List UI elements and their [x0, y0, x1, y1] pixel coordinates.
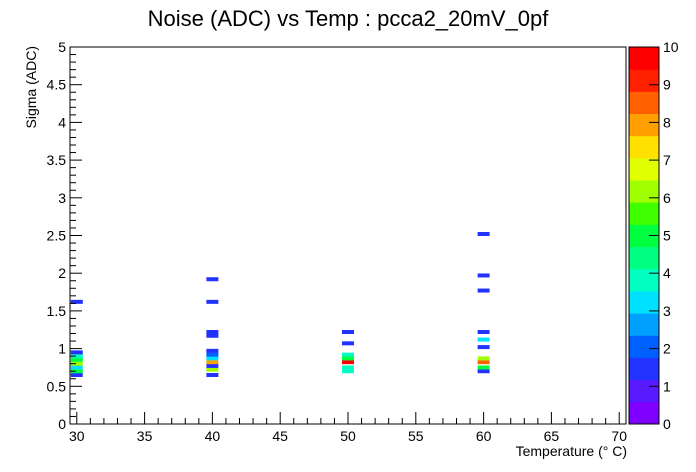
heatmap-cell — [477, 273, 490, 278]
x-tick-label: 45 — [272, 428, 288, 444]
colorbar-segment — [629, 246, 659, 270]
colorbar-tick-label: 1 — [663, 378, 671, 394]
heatmap-cell — [206, 348, 219, 353]
colorbar-segment — [629, 268, 659, 292]
colorbar-segment — [629, 135, 659, 159]
heatmap-cell — [70, 354, 83, 359]
axes: 30 35 40 45 50 55 60 65 70 0 0.5 1 1.5 2 2.5 3 3.5 4 4.5 5 — [47, 39, 628, 444]
x-tick-label: 70 — [611, 428, 627, 444]
heatmap-cell — [206, 363, 219, 368]
heatmap-cell — [206, 330, 219, 335]
heatmap-cell — [342, 369, 354, 374]
y-tick-label: 1.5 — [47, 303, 67, 319]
y-axis-label: Sigma (ADC) — [23, 46, 39, 128]
chart-title: Noise (ADC) vs Temp : pcca2_20mV_0pf — [147, 6, 549, 31]
x-tick-label: 60 — [476, 428, 492, 444]
colorbar-tick-label: 4 — [663, 265, 671, 281]
colorbar-segment — [629, 180, 659, 203]
heatmap-cell — [70, 372, 83, 377]
heatmap-cell — [70, 361, 83, 366]
y-tick-label: 1 — [58, 341, 66, 357]
heatmap-cell — [477, 288, 490, 293]
heatmap-cell — [70, 357, 83, 362]
y-tick-label: 3 — [58, 190, 66, 206]
x-tick-label: 55 — [408, 428, 424, 444]
heatmap-cell — [70, 365, 83, 370]
colorbar-segment — [629, 113, 659, 137]
heatmap-cell — [70, 299, 83, 304]
heatmap-cell — [477, 360, 490, 365]
y-tick-label: 4.5 — [47, 77, 67, 93]
colorbar-tick-label: 10 — [663, 39, 679, 55]
heatmap-cell — [342, 365, 354, 370]
colorbar-segment — [629, 313, 659, 336]
colorbar-segment — [629, 357, 659, 381]
colorbar-segment — [629, 401, 659, 425]
colorbar-tick-label: 7 — [663, 152, 671, 168]
heatmap-cell — [342, 352, 354, 357]
heatmap-cell — [206, 333, 219, 338]
heatmap-cell — [206, 277, 219, 282]
y-tick-label: 5 — [58, 39, 66, 55]
x-tick-label: 35 — [137, 428, 153, 444]
y-tick-label: 2.5 — [47, 228, 67, 244]
colorbar-segment — [629, 157, 659, 181]
heatmap-cell — [342, 356, 354, 361]
colorbar-segment — [629, 47, 659, 70]
colorbar-segment — [629, 91, 659, 115]
heatmap-cell — [206, 352, 219, 357]
heatmap-cell — [477, 365, 490, 370]
heatmap-cell — [206, 356, 219, 361]
y-tick-label: 0.5 — [47, 378, 67, 394]
heatmap-cell — [477, 330, 490, 335]
x-tick-label: 40 — [205, 428, 221, 444]
colorbar-tick-label: 3 — [663, 303, 671, 319]
heatmap-cell — [477, 356, 490, 361]
colorbar-segment — [629, 69, 659, 92]
heatmap-cell — [342, 360, 354, 365]
heatmap-cell — [206, 367, 219, 372]
colorbar-tick-label: 6 — [663, 190, 671, 206]
y-tick-label: 2 — [58, 265, 66, 281]
colorbar-segment — [629, 335, 659, 358]
x-axis-label: Temperature (° C) — [516, 443, 627, 459]
heatmap-cell — [477, 337, 490, 342]
colorbar-tick-label: 5 — [663, 228, 671, 244]
colorbar-segment — [629, 202, 659, 225]
heatmap-cell — [477, 369, 490, 374]
y-tick-label: 3.5 — [47, 152, 67, 168]
colorbar-segment — [629, 224, 659, 248]
heatmap-cell — [342, 341, 354, 346]
colorbar-tick-label: 2 — [663, 341, 671, 357]
colorbar-tick-label: 8 — [663, 114, 671, 130]
heatmap-cell — [342, 330, 354, 335]
heatmap-cell — [70, 369, 83, 374]
heatmap-cell — [477, 345, 490, 350]
heatmap-cell — [70, 350, 83, 355]
x-tick-label: 50 — [340, 428, 356, 444]
heatmap-cell — [206, 299, 219, 304]
x-tick-label: 30 — [69, 428, 85, 444]
colorbar-tick-label: 0 — [663, 416, 671, 432]
colorbar: 0 1 2 3 4 5 6 7 8 9 10 — [628, 39, 679, 432]
heatmap-cells — [70, 231, 490, 377]
colorbar-tick-label: 9 — [663, 77, 671, 93]
heatmap-cell — [206, 372, 219, 377]
colorbar-segment — [629, 290, 659, 314]
y-tick-label: 4 — [58, 114, 66, 130]
colorbar-segment — [629, 379, 659, 403]
x-tick-label: 65 — [544, 428, 560, 444]
heatmap-cell — [206, 360, 219, 365]
heatmap-cell — [477, 231, 490, 236]
y-tick-label: 0 — [58, 416, 66, 432]
